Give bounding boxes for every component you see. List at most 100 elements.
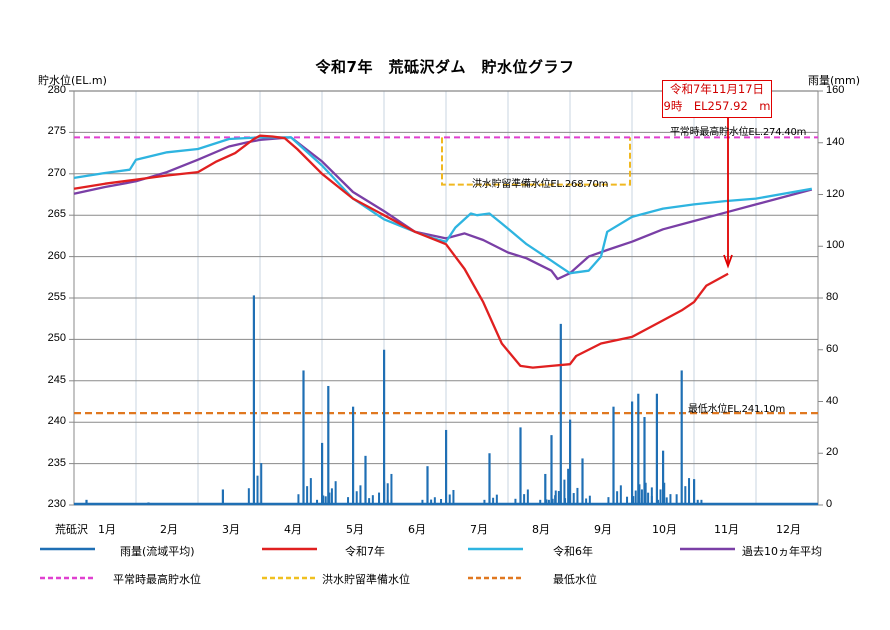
rainfall-bar <box>616 491 619 505</box>
callout-arrow-head <box>723 254 733 269</box>
rainfall-bar <box>647 492 650 505</box>
rainfall-bar <box>581 458 584 505</box>
rainfall-bar <box>638 484 641 505</box>
latest-value-callout: 令和7年11月17日 9時 EL257.92 m <box>662 80 772 118</box>
rainfall-bar <box>328 492 331 505</box>
rainfall-bar <box>657 499 660 505</box>
left-tick-label: 270 <box>47 166 66 179</box>
left-tick-label: 280 <box>47 84 66 96</box>
rainfall-bar <box>669 494 672 505</box>
month-label: 10月 <box>652 523 677 536</box>
rainfall-bar <box>563 479 566 505</box>
right-tick-label: 120 <box>826 187 845 200</box>
rainfall-bar <box>390 499 393 505</box>
rainfall-bar <box>221 489 224 505</box>
left-tick-label: 255 <box>47 291 66 303</box>
rainfall-bar <box>321 442 324 505</box>
rainfall-bar <box>588 495 591 505</box>
r6-level-line <box>73 136 813 275</box>
rainfall-bar <box>390 473 393 505</box>
left-tick-label: 275 <box>47 125 66 138</box>
rainfall-bar <box>359 499 362 505</box>
rainfall-bar <box>638 497 641 505</box>
right-tick-label: 40 <box>826 394 839 407</box>
rainfall-bar <box>330 488 333 505</box>
rainfall-bar <box>483 499 486 505</box>
month-label: 9月 <box>594 523 612 536</box>
rainfall-bar <box>632 496 635 505</box>
rainfall-bar <box>322 495 325 505</box>
left-tick-label: 240 <box>47 415 66 428</box>
rainfall-bar <box>665 497 668 505</box>
rainfall-bar <box>334 481 337 505</box>
chart-title: 令和7年 荒砥沢ダム 貯水位グラフ <box>315 58 575 76</box>
rainfall-bar <box>426 466 429 505</box>
rainfall-bar <box>352 406 355 505</box>
month-label: 6月 <box>408 523 426 536</box>
rainfall-bar <box>637 393 640 505</box>
rainfall-bar <box>488 453 491 505</box>
rainfall-bar <box>306 486 309 505</box>
rainfall-bar <box>316 499 319 505</box>
rainfall-bar <box>547 499 550 505</box>
rainfall-bar <box>378 492 381 505</box>
rainfall-bar <box>693 479 696 505</box>
rainfall-bar <box>368 498 371 505</box>
rainfall-bar <box>378 499 381 505</box>
rainfall-bar <box>256 475 259 505</box>
rainfall-bar <box>355 491 358 505</box>
rainfall-bar <box>452 489 455 505</box>
rainfall-bar <box>433 497 436 505</box>
normal-max-level-label: 平常時最高貯水位EL.274.40m <box>670 127 807 138</box>
rainfall-bar <box>519 427 522 505</box>
rainfall-bar <box>544 473 547 505</box>
rainfall-bar <box>492 497 495 505</box>
ten-year-avg-line <box>73 136 813 281</box>
right-tick-label: 140 <box>826 135 845 148</box>
left-tick-label: 235 <box>47 456 66 469</box>
rainfall-bar <box>569 419 572 505</box>
rainfall-bar <box>347 497 350 505</box>
legend-label-min-level: 最低水位 <box>553 573 597 586</box>
rainfall-bar <box>607 497 610 505</box>
rainfall-bar <box>557 491 560 505</box>
rainfall-bar <box>696 499 699 505</box>
rainfall-bar <box>523 494 526 505</box>
rainfall-bar <box>634 490 637 505</box>
right-tick-label: 20 <box>826 446 839 459</box>
rainfall-bar <box>421 499 424 505</box>
rainfall-bar <box>371 495 374 505</box>
rainfall-bar <box>364 455 367 505</box>
rainfall-bar <box>559 323 562 505</box>
flood-prep-level-label: 洪水貯留準備水位EL.268.70m <box>472 179 609 190</box>
rainfall-bar <box>655 393 658 505</box>
right-tick-label: 0 <box>826 498 833 510</box>
rainfall-bar <box>567 468 570 505</box>
rainfall-bar <box>539 499 542 505</box>
rainfall-bar <box>445 429 448 505</box>
rainfall-bar <box>440 498 443 505</box>
rainfall-bar <box>297 494 300 505</box>
rainfall-bar <box>626 496 629 505</box>
rainfall-bar <box>526 489 529 505</box>
rainfall-bar <box>585 498 588 505</box>
rainfall-bar <box>430 499 433 505</box>
rainfall-bar <box>386 483 389 505</box>
legend-label-rainfall: 雨量(流域平均) <box>120 545 195 558</box>
rainfall-bar <box>551 498 554 505</box>
rainfall-bar <box>662 450 665 505</box>
rainfall-bar <box>576 499 579 505</box>
rainfall-bar <box>659 489 662 505</box>
rainfall-bar <box>324 496 327 505</box>
left-tick-label: 230 <box>47 498 66 510</box>
rainfall-bar <box>550 435 553 505</box>
legend-label-r6: 令和6年 <box>553 545 593 558</box>
left-tick-label: 265 <box>47 208 66 221</box>
rainfall-bar <box>386 499 389 505</box>
legend-label-r7: 令和7年 <box>345 545 385 558</box>
month-label: 7月 <box>470 523 488 536</box>
month-label: 8月 <box>532 523 550 536</box>
rainfall-bar <box>688 499 691 505</box>
r7-level-line <box>73 134 729 369</box>
rainfall-bar <box>302 370 305 505</box>
